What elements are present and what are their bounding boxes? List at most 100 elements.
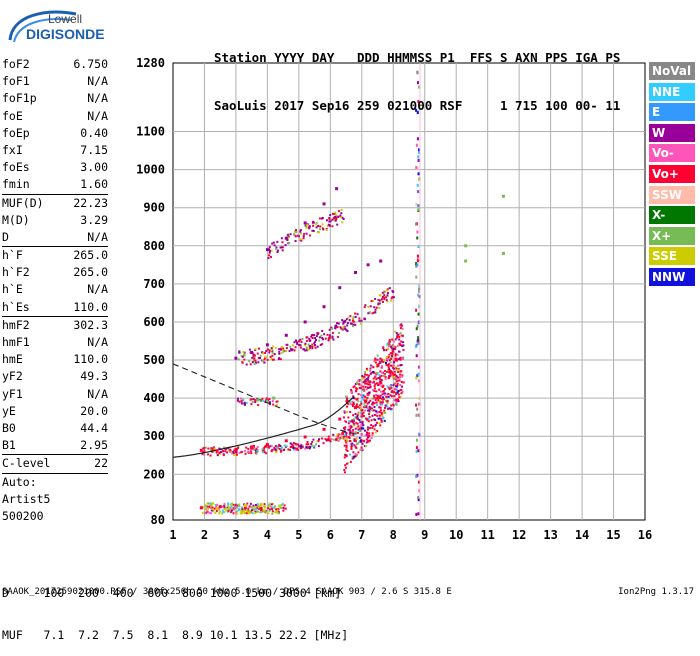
echo-2nd-hop (381, 295, 384, 298)
echo-o-trace (218, 451, 221, 454)
echo-2nd-hop (318, 336, 321, 339)
echo-es-layer (257, 505, 260, 508)
echo-spread-f (361, 413, 364, 416)
echo-spread-f (396, 391, 399, 394)
echo-interference (415, 275, 418, 279)
echo-spread-f (350, 391, 353, 394)
echo-es-layer (215, 505, 218, 508)
echo-2nd-hop (330, 326, 333, 329)
echo-2nd-hop (378, 299, 381, 302)
echo-2nd-hop (279, 348, 282, 351)
echo-spread-f (391, 372, 394, 375)
echo-spread-f (348, 429, 351, 432)
echo-spread-f (352, 433, 355, 436)
echo-cluster (262, 400, 265, 403)
param-value: 6.750 (73, 57, 108, 71)
param-value: 22 (94, 456, 108, 471)
data-point (366, 263, 370, 267)
echo-o-trace (324, 437, 327, 440)
echo-spread-f (383, 419, 386, 422)
echo-o-trace (203, 450, 206, 453)
echo-es-layer (246, 502, 249, 505)
data-point (338, 417, 342, 421)
echo-spread-f (393, 370, 396, 373)
echo-spread-f (379, 409, 382, 412)
data-point (338, 286, 342, 290)
echo-2nd-hop (286, 343, 289, 346)
echo-spread-f (393, 383, 396, 386)
echo-o-trace (236, 453, 239, 456)
echo-2nd-hop (299, 344, 302, 347)
echo-o-trace (278, 447, 281, 450)
echo-spread-f (370, 408, 373, 411)
echo-o-trace (230, 450, 233, 453)
echo-es-layer (208, 504, 211, 507)
echo-interference (415, 413, 418, 417)
echo-cluster (268, 401, 271, 404)
echo-o-trace (292, 448, 295, 451)
echo-spread-f (374, 399, 377, 402)
echo-es-layer (210, 503, 213, 506)
echo-3rd-hop (268, 251, 271, 254)
echo-spread-f (357, 379, 360, 382)
echo-spread-f (391, 364, 394, 367)
y-tick-label: 80 (151, 513, 165, 527)
echo-spread-f (402, 348, 405, 351)
echo-o-trace (250, 452, 253, 455)
echo-2nd-hop (314, 340, 317, 343)
echo-spread-f (358, 419, 361, 422)
echo-o-trace (265, 445, 268, 448)
echo-spread-f (365, 400, 368, 403)
echo-2nd-hop (269, 355, 272, 358)
echo-spread-f (377, 417, 380, 420)
param-row: fmin 1.60 (2, 176, 108, 193)
echo-spread-f (392, 374, 395, 377)
echo-o-trace (265, 452, 268, 455)
echo-2nd-hop (354, 316, 357, 319)
echo-spread-f (379, 357, 382, 360)
muf-row: MUF 7.1 7.2 7.5 8.1 8.9 10.1 13.5 22.2 [… (2, 628, 349, 642)
echo-2nd-hop (311, 345, 314, 348)
echo-spread-f (355, 421, 358, 424)
echo-spread-f (379, 424, 382, 427)
echo-2nd-hop (252, 355, 255, 358)
echo-2nd-hop (311, 347, 314, 350)
echo-2nd-hop (342, 327, 345, 330)
echo-spread-f (364, 445, 367, 448)
echo-spread-f (369, 385, 372, 388)
echo-es-layer (256, 503, 259, 506)
echo-es-layer (274, 505, 277, 508)
echo-spread-f (354, 455, 357, 458)
echo-spread-f (384, 377, 387, 380)
echo-3rd-hop (342, 217, 345, 220)
param-label: foF2 (2, 57, 30, 71)
echo-es-layer (208, 506, 211, 509)
echo-2nd-hop (344, 320, 347, 323)
y-tick-label: 700 (143, 277, 165, 291)
param-row: hmF2 302.3 (2, 317, 108, 334)
echo-o-trace (317, 439, 320, 442)
echo-spread-f (367, 378, 370, 381)
echo-2nd-hop (322, 338, 325, 341)
echo-2nd-hop (304, 342, 307, 345)
echo-spread-f (379, 394, 382, 397)
echo-spread-f (364, 434, 367, 437)
echo-spread-f (402, 341, 405, 344)
echo-spread-f (365, 382, 368, 385)
echo-es-layer (247, 512, 250, 515)
echo-spread-f (352, 421, 355, 424)
echo-3rd-hop (328, 220, 331, 223)
echo-spread-f (377, 362, 380, 365)
echo-spread-f (364, 429, 367, 432)
echo-spread-f (397, 350, 400, 353)
echo-spread-f (358, 383, 361, 386)
param-label: foE (2, 108, 23, 123)
echo-2nd-hop (343, 327, 346, 330)
echo-2nd-hop (244, 354, 247, 357)
echo-o-trace (359, 427, 362, 430)
echo-spread-f (366, 432, 369, 435)
echo-spread-f (393, 399, 396, 402)
echo-spread-f (355, 398, 358, 401)
echo-3rd-hop (288, 241, 291, 244)
echo-spread-f (359, 440, 362, 443)
